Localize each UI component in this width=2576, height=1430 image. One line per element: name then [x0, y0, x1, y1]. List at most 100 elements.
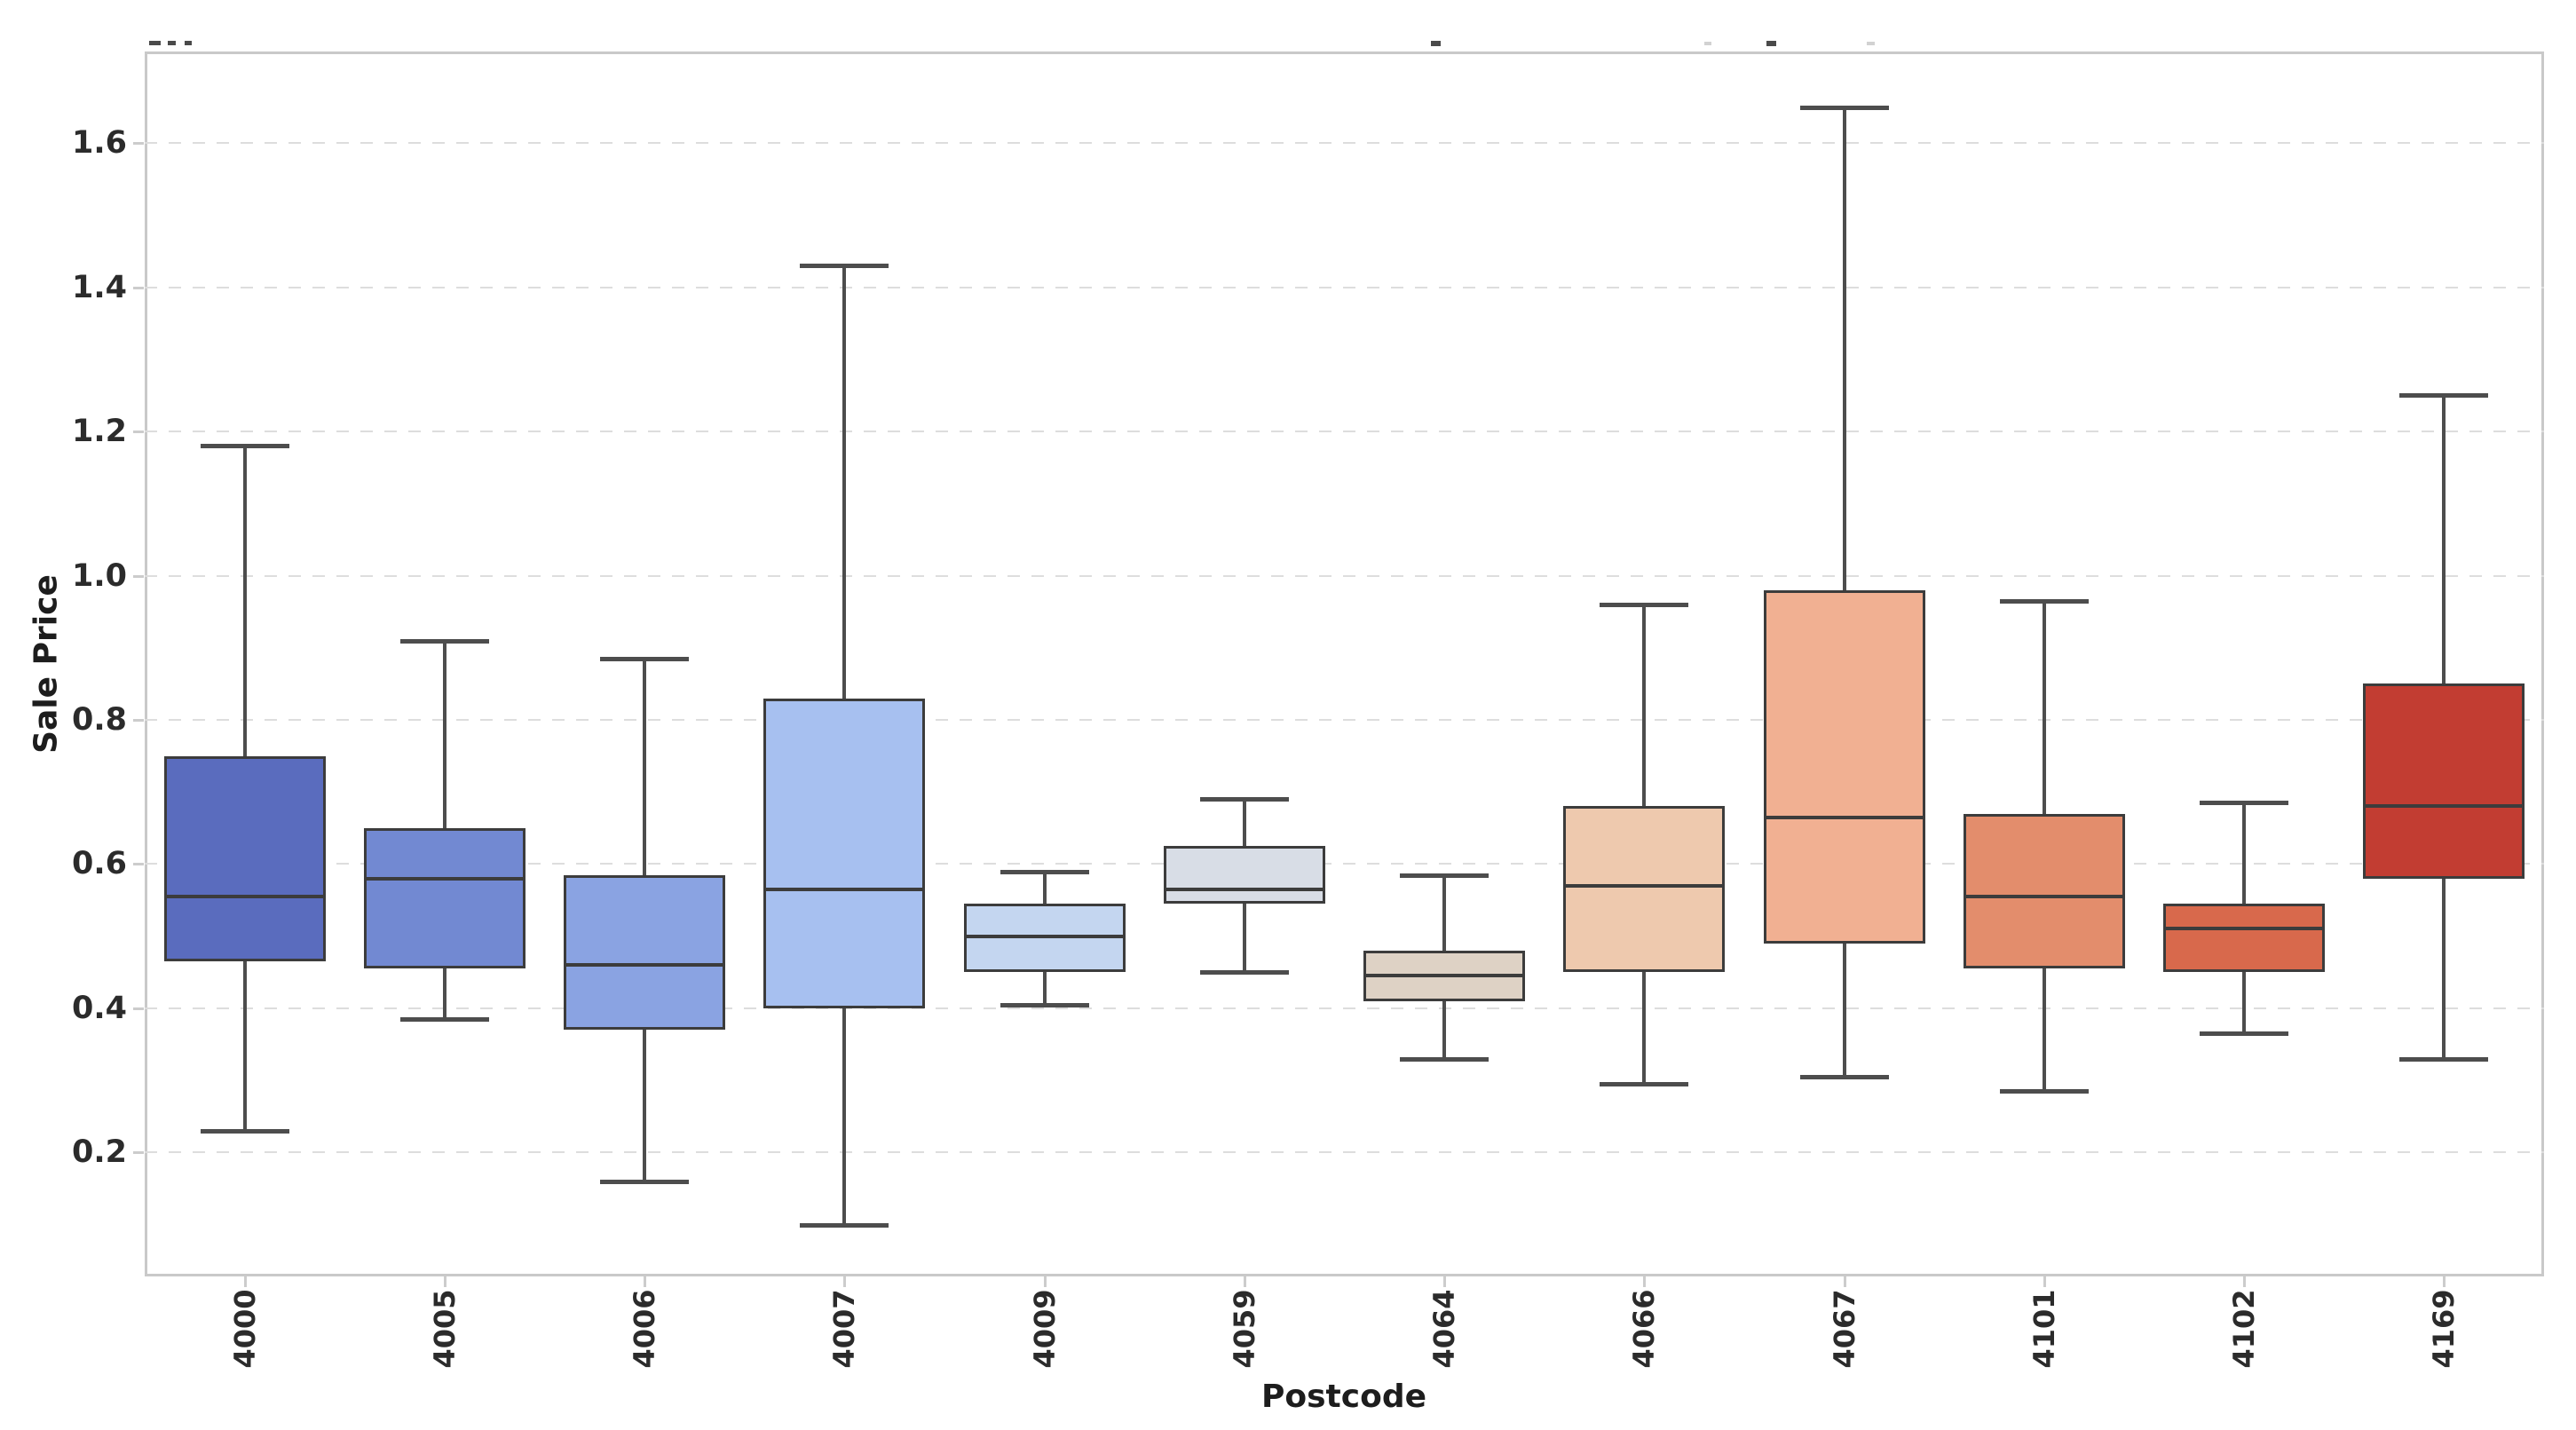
lower-whisker-cap [1999, 1089, 2089, 1094]
median-line [564, 963, 726, 968]
y-tick-label: 0.6 [71, 846, 127, 882]
y-tick-mark [133, 1151, 144, 1155]
lower-whisker-cap [1000, 1002, 1089, 1007]
plot-area [145, 51, 2544, 1276]
upper-whisker-cap [2200, 801, 2289, 806]
median-line [763, 887, 926, 891]
median-line [2163, 927, 2326, 931]
x-tick-label: 4102 [2227, 1289, 2262, 1369]
y-tick-label: 0.2 [71, 1134, 127, 1171]
y-tick-label: 0.4 [71, 990, 127, 1026]
iqr-box [963, 904, 1126, 973]
iqr-box [763, 698, 926, 1008]
median-line [1963, 894, 2125, 898]
cropped-text-fragment [1766, 41, 1776, 46]
upper-whisker-cap [1400, 873, 1489, 878]
y-tick-mark [133, 574, 144, 578]
lower-whisker [1642, 972, 1647, 1085]
x-tick-label: 4007 [827, 1289, 862, 1369]
lower-whisker [1042, 972, 1047, 1005]
upper-whisker-cap [1999, 598, 2089, 604]
iqr-box [1163, 846, 1325, 905]
lower-whisker-cap [1199, 970, 1289, 976]
lower-whisker [442, 968, 446, 1020]
upper-whisker [2242, 802, 2247, 905]
x-tick-label: 4005 [427, 1289, 462, 1369]
y-tick-mark [133, 142, 144, 146]
lower-whisker-cap [2399, 1056, 2489, 1062]
iqr-box [1763, 589, 1925, 944]
gridline [145, 142, 2544, 145]
iqr-box [363, 827, 525, 969]
x-tick-mark [2243, 1276, 2247, 1287]
x-tick-mark [443, 1276, 446, 1287]
lower-whisker-cap [600, 1179, 690, 1184]
gridline [145, 1151, 2544, 1154]
x-tick-label: 4169 [2427, 1289, 2461, 1369]
lower-whisker-cap [399, 1017, 489, 1023]
iqr-box [163, 755, 326, 962]
iqr-box [2363, 683, 2525, 879]
upper-whisker [2042, 600, 2046, 814]
lower-whisker [2242, 972, 2247, 1034]
gridline [145, 431, 2544, 433]
median-line [963, 934, 1126, 938]
upper-whisker-cap [800, 264, 889, 269]
cropped-text-fragment [1867, 42, 1875, 45]
y-tick-mark [133, 863, 144, 866]
median-line [163, 894, 326, 898]
gridline [145, 286, 2544, 288]
lower-whisker [1842, 943, 1846, 1077]
x-axis-title: Postcode [1260, 1379, 1427, 1415]
upper-whisker [842, 265, 847, 699]
x-tick-label: 4009 [1027, 1289, 1062, 1369]
iqr-box [564, 874, 726, 1031]
x-tick-label: 4066 [1627, 1289, 1662, 1369]
gridline [145, 574, 2544, 577]
upper-whisker-cap [1600, 602, 1689, 607]
upper-whisker [1642, 604, 1647, 807]
cropped-text-fragment [1704, 42, 1711, 45]
median-line [2363, 804, 2525, 809]
y-tick-mark [133, 1007, 144, 1010]
upper-whisker [1442, 874, 1447, 951]
cropped-text-fragment [185, 41, 192, 45]
y-tick-label: 0.8 [71, 701, 127, 738]
x-tick-mark [1043, 1276, 1047, 1287]
x-tick-label: 4101 [2027, 1289, 2061, 1369]
x-tick-label: 4067 [1827, 1289, 1861, 1369]
lower-whisker [242, 961, 247, 1131]
upper-whisker [1242, 799, 1246, 847]
x-tick-mark [843, 1276, 847, 1287]
upper-whisker [1842, 107, 1846, 590]
upper-whisker-cap [399, 638, 489, 644]
x-tick-mark [2043, 1276, 2046, 1287]
lower-whisker-cap [200, 1128, 289, 1134]
gridline [145, 718, 2544, 721]
x-tick-mark [1443, 1276, 1447, 1287]
iqr-box [1963, 813, 2125, 969]
upper-whisker-cap [2399, 393, 2489, 399]
median-line [1563, 883, 1726, 888]
upper-whisker-cap [600, 656, 690, 661]
y-tick-label: 1.2 [71, 414, 127, 450]
lower-whisker-cap [800, 1222, 889, 1228]
cropped-text-fragment [1431, 41, 1441, 46]
upper-whisker-cap [1000, 869, 1089, 874]
x-tick-mark [1643, 1276, 1647, 1287]
lower-whisker [643, 1030, 647, 1181]
gridline [145, 1007, 2544, 1009]
y-tick-mark [133, 286, 144, 289]
cropped-text-fragment [149, 41, 161, 45]
lower-whisker [1242, 904, 1246, 973]
y-tick-mark [133, 431, 144, 434]
lower-whisker [842, 1007, 847, 1225]
y-tick-label: 1.4 [71, 269, 127, 305]
x-tick-label: 4006 [628, 1289, 662, 1369]
lower-whisker [1442, 1000, 1447, 1059]
iqr-box [1563, 806, 1726, 973]
upper-whisker-cap [1799, 105, 1889, 110]
lower-whisker-cap [1400, 1056, 1489, 1062]
upper-whisker [1042, 871, 1047, 905]
y-tick-label: 1.0 [71, 557, 127, 594]
